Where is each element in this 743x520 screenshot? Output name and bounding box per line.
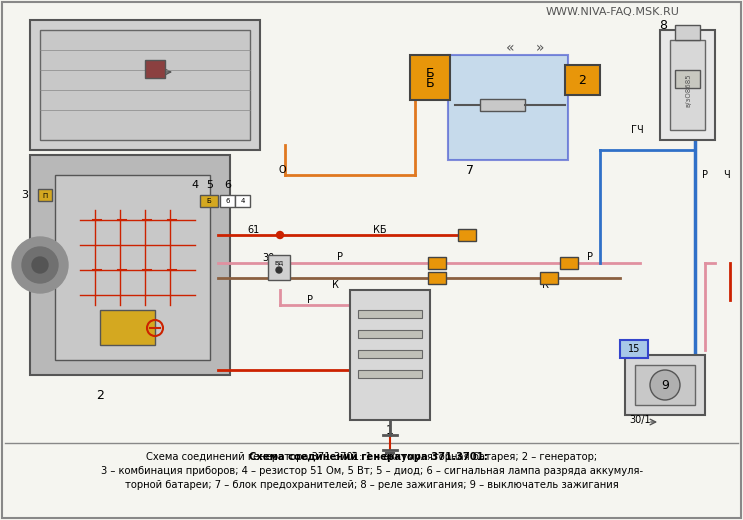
Bar [480,99,525,111]
Text: 3 – комбинация приборов; 4 – резистор 51 Ом, 5 Вт; 5 – диод; 6 – сигнальная ламп: 3 – комбинация приборов; 4 – резистор 51… [101,466,643,476]
Bar [358,310,422,318]
Text: 3: 3 [22,190,28,200]
Bar [38,189,52,201]
Bar [200,195,218,207]
Text: Схема соединений генератора 371.3701:: Схема соединений генератора 371.3701: [249,452,495,462]
Bar [30,20,260,150]
Circle shape [32,257,48,273]
Text: «: « [506,41,514,55]
Bar [30,155,230,375]
Text: Р: Р [587,252,593,262]
Bar [350,290,430,420]
Text: 2: 2 [578,73,586,86]
Text: Б: Б [426,67,435,80]
Bar [220,195,235,207]
Text: ГЧ: ГЧ [631,125,643,135]
Bar [100,310,155,345]
Text: WWW.NIVA-FAQ.MSK.RU: WWW.NIVA-FAQ.MSK.RU [546,7,680,17]
Bar [358,350,422,358]
Text: Р: Р [307,295,313,305]
Text: 6: 6 [224,180,232,190]
Bar [675,25,700,40]
Bar [565,65,600,95]
Bar [428,257,446,269]
Bar [145,60,165,78]
Bar [635,365,695,405]
Text: 30: 30 [262,253,274,263]
Circle shape [276,231,284,239]
Text: 9: 9 [661,379,669,392]
Text: Р: Р [337,252,343,262]
Circle shape [276,267,282,273]
Text: Схема соединений генератора 371.3701: 1 – аккумуляторная батарея; 2 – генератор;: Схема соединений генератора 371.3701: 1 … [146,452,597,462]
Text: в/зО8685: в/зО8685 [685,73,691,107]
Text: »: » [536,41,545,55]
Text: 4: 4 [192,180,198,190]
Bar [670,40,705,130]
Bar [410,55,450,100]
Text: К: К [331,280,339,290]
Bar [625,355,705,415]
Text: 8: 8 [659,19,667,32]
Bar [55,175,210,360]
Circle shape [650,370,680,400]
Text: Б: Б [426,76,435,89]
Circle shape [12,237,68,293]
Bar [560,257,578,269]
Text: 61: 61 [247,225,259,235]
Text: 1: 1 [386,423,394,436]
Text: 15: 15 [628,344,640,354]
Text: Б: Б [207,198,211,204]
Bar [358,330,422,338]
Text: КБ: КБ [373,225,387,235]
Text: О: О [278,165,286,175]
Bar [540,272,558,284]
Bar [660,30,715,140]
Text: Ч: Ч [723,170,730,180]
Bar [448,55,568,160]
Bar [40,30,250,140]
Text: 2: 2 [96,388,104,401]
Text: П: П [42,193,48,199]
Text: К: К [542,280,548,290]
Text: 4: 4 [241,198,245,204]
Bar [235,195,250,207]
Bar [458,229,476,241]
Circle shape [22,247,58,283]
Text: Р: Р [702,170,708,180]
Bar [358,370,422,378]
Text: ВД: ВД [274,261,284,266]
Bar [675,70,700,88]
Text: 30/1: 30/1 [629,415,651,425]
Bar [428,272,446,284]
Text: 7: 7 [466,163,474,176]
Text: 5: 5 [207,180,213,190]
Text: торной батареи; 7 – блок предохранителей; 8 – реле зажигания; 9 – выключатель за: торной батареи; 7 – блок предохранителей… [125,480,619,490]
Bar [268,255,290,280]
Text: 6: 6 [226,198,230,204]
Bar [620,340,648,358]
